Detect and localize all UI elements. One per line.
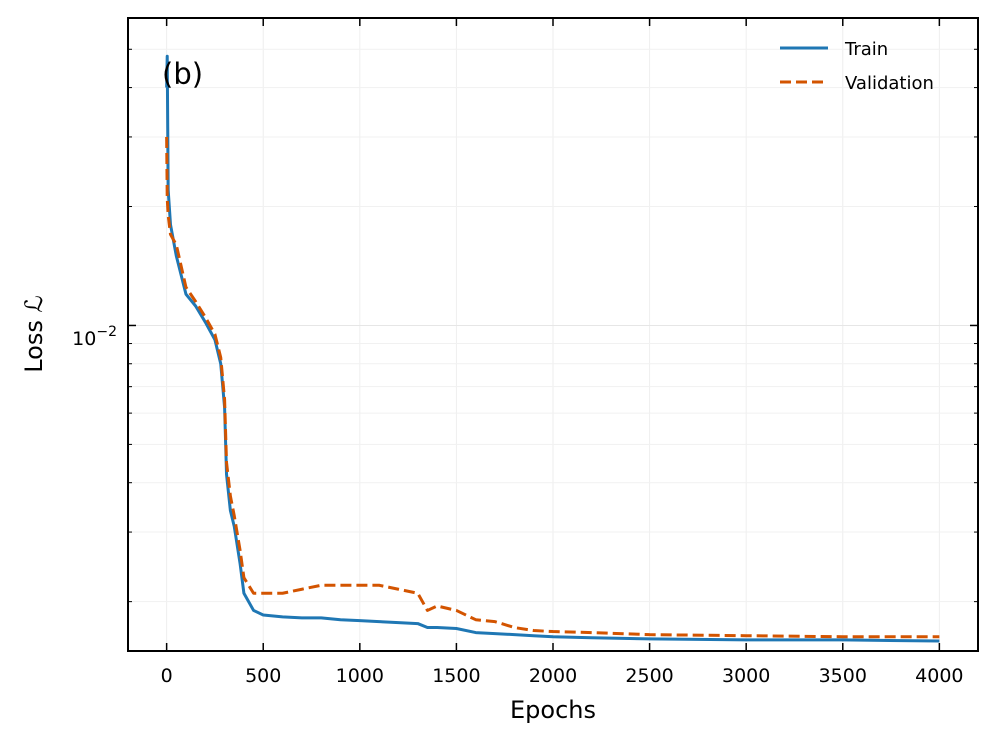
x-tick-label: 0 [161, 665, 173, 687]
x-axis-label: Epochs [510, 696, 596, 724]
series-line-train [165, 54, 940, 643]
y-tick-exponent: −2 [96, 324, 117, 340]
y-tick-label-major: 10−2 [72, 324, 117, 350]
legend: Train Validation [780, 39, 934, 94]
y-axis-label: Loss ℒ [20, 295, 48, 373]
legend-label-train: Train [844, 39, 888, 60]
y-axis-label-symbol: ℒ [20, 295, 48, 312]
legend-label-validation: Validation [845, 73, 934, 94]
x-tick-label: 2500 [625, 665, 673, 687]
x-tick-label: 2000 [529, 665, 577, 687]
y-axis-label-text: Loss [20, 320, 48, 373]
series-line-validation [165, 136, 940, 639]
panel-label: (b) [162, 57, 203, 91]
x-tick-label: 3000 [722, 665, 770, 687]
x-tick-label: 500 [245, 665, 281, 687]
x-tick-label: 3500 [819, 665, 867, 687]
x-tick-label: 1500 [432, 665, 480, 687]
series-layer [165, 54, 940, 643]
ticks [128, 17, 978, 651]
x-tick-label: 4000 [915, 665, 963, 687]
y-tick-base: 10 [72, 328, 96, 350]
grid [128, 17, 978, 651]
x-tick-labels: 0 500 1000 1500 2000 2500 3000 3500 4000 [161, 665, 964, 687]
x-tick-label: 1000 [336, 665, 384, 687]
